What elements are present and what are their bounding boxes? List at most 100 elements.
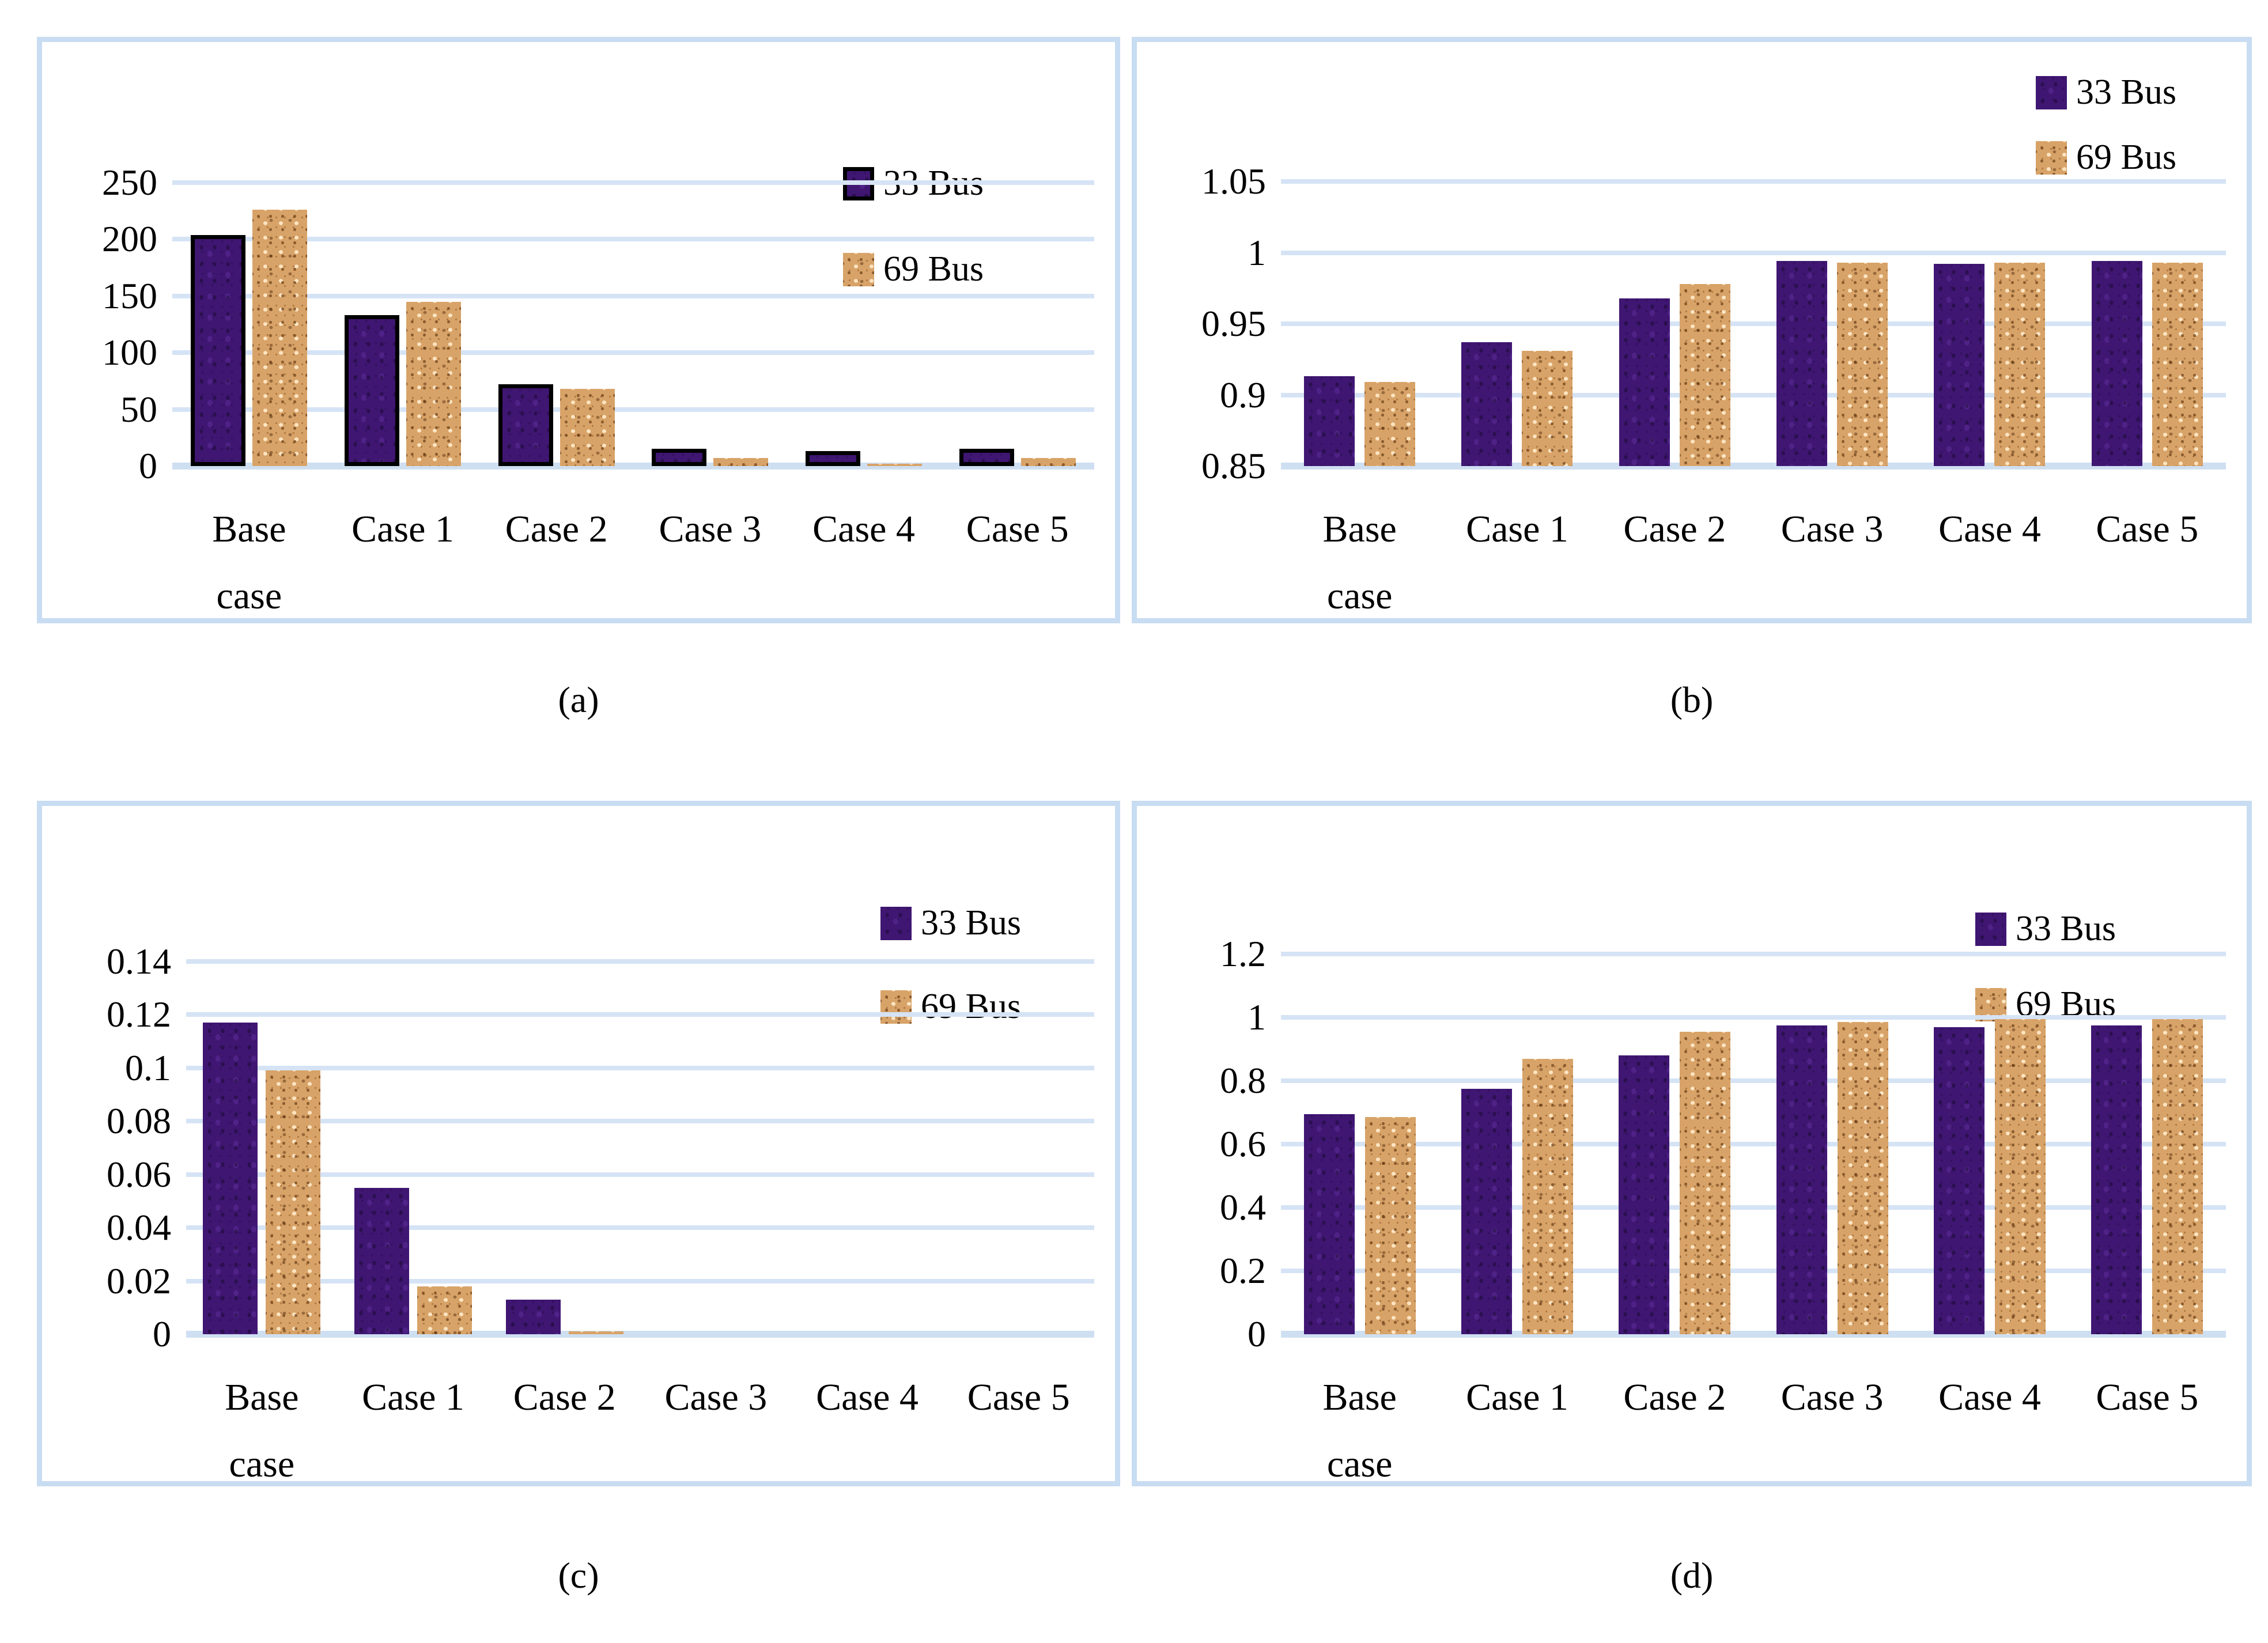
bar-33-bus-case-5 bbox=[2091, 1025, 2142, 1334]
bar-33-bus-case-4 bbox=[1934, 264, 1985, 466]
gridline bbox=[1281, 250, 2226, 255]
bar-69-bus-case-3 bbox=[713, 458, 769, 466]
bar-33-bus-case-3 bbox=[1776, 261, 1828, 466]
chart-c-legend: 33 Bus 69 Bus bbox=[880, 903, 1021, 1027]
legend-item-69-bus: 69 Bus bbox=[2036, 137, 2176, 178]
bar-33-bus-case-3 bbox=[1776, 1025, 1827, 1334]
y-tick-label: 0.04 bbox=[107, 1207, 171, 1248]
bar-group-case-4 bbox=[1911, 181, 2068, 466]
x-category-label: Case 2 bbox=[513, 1376, 616, 1418]
x-category-label: Case 2 bbox=[1623, 508, 1726, 550]
legend-swatch-69-bus bbox=[880, 990, 912, 1024]
gridline bbox=[172, 293, 1094, 298]
bar-69-bus-case-1 bbox=[417, 1286, 472, 1334]
x-category-label: Case 5 bbox=[967, 1376, 1070, 1418]
bar-33-bus-case-5 bbox=[959, 449, 1014, 466]
y-tick-label: 250 bbox=[102, 162, 157, 203]
legend-label-69-bus: 69 Bus bbox=[921, 987, 1021, 1026]
x-category-label: Case 5 bbox=[966, 508, 1069, 550]
caption-d: (d) bbox=[1670, 1555, 1714, 1596]
bar-group-case-3 bbox=[1753, 954, 1911, 1334]
legend-swatch-33-bus bbox=[2036, 75, 2067, 109]
bar-69-bus-case-5 bbox=[2152, 262, 2203, 466]
x-category-label: Case 1 bbox=[1466, 1376, 1568, 1418]
gridline bbox=[186, 1278, 1094, 1284]
legend-item-69-bus: 69 Bus bbox=[843, 249, 984, 290]
y-tick-label: 1.05 bbox=[1201, 161, 1266, 202]
bar-69-bus-case-5 bbox=[2152, 1019, 2203, 1334]
bar-69-bus-case-2 bbox=[568, 1331, 623, 1334]
y-tick-label: 0.6 bbox=[1220, 1123, 1266, 1164]
x-category-label: Case 4 bbox=[1938, 508, 2041, 550]
y-tick-label: 0.9 bbox=[1220, 374, 1266, 415]
bar-group-case-5 bbox=[2069, 954, 2226, 1334]
gridline bbox=[1281, 1331, 2226, 1338]
bar-33-bus-case-4 bbox=[805, 451, 860, 466]
y-tick-label: 0.06 bbox=[107, 1153, 171, 1195]
gridline bbox=[1281, 321, 2226, 326]
gridline bbox=[172, 180, 1094, 185]
chart-a-plot-area: 0 50 100 150 200 250 Base case Case 1 Case 2 Case… bbox=[102, 163, 1094, 617]
x-category-label: Case 5 bbox=[2096, 508, 2199, 550]
bar-33-bus-case-2 bbox=[498, 384, 553, 466]
gridline bbox=[186, 959, 1094, 964]
bar-group-case-2 bbox=[479, 183, 633, 466]
caption-b: (b) bbox=[1670, 679, 1714, 720]
y-tick-label: 1 bbox=[1248, 232, 1266, 273]
legend-swatch-69-bus bbox=[2036, 141, 2067, 175]
y-tick-label: 0.4 bbox=[1220, 1187, 1266, 1228]
bar-33-bus-case-5 bbox=[2091, 261, 2142, 466]
gridline bbox=[172, 407, 1094, 412]
bar-group-case-1 bbox=[1438, 181, 1596, 466]
bar-group-case-1 bbox=[326, 183, 480, 466]
x-category-label: Base case bbox=[212, 508, 286, 617]
legend-item-33-bus: 33 Bus bbox=[1975, 908, 2116, 949]
gridline bbox=[186, 1331, 1094, 1338]
bar-69-bus-case-1 bbox=[1522, 350, 1573, 466]
y-tick-label: 1 bbox=[1248, 997, 1266, 1038]
bar-group-case-5 bbox=[940, 183, 1094, 466]
chart-b-panel: 33 Bus 69 Bus 0.85 0.9 0.95 1 1.05 Base case C… bbox=[1132, 37, 2252, 623]
y-tick-label: 0 bbox=[1248, 1313, 1266, 1354]
bar-group-base-case bbox=[1281, 181, 1438, 466]
bar-69-bus-case-3 bbox=[1837, 262, 1888, 466]
chart-c-panel: 33 Bus 69 Bus 0 0.02 0.04 0.06 0.08 0.1 0.12 0.… bbox=[37, 801, 1120, 1486]
gridline bbox=[1281, 1015, 2226, 1020]
x-category-label: Case 4 bbox=[812, 508, 915, 550]
legend-swatch-69-bus bbox=[843, 252, 874, 286]
y-tick-label: 200 bbox=[102, 218, 157, 260]
bar-group-case-3 bbox=[1753, 181, 1911, 466]
legend-label-69-bus: 69 Bus bbox=[883, 249, 984, 289]
legend-label-33-bus: 33 Bus bbox=[921, 903, 1021, 942]
bar-69-bus-case-2 bbox=[560, 389, 615, 466]
bar-33-bus-case-1 bbox=[1461, 1088, 1512, 1334]
chart-a-panel: 33 Bus 69 Bus 0 50 100 150 200 250 Base case Ca… bbox=[37, 37, 1120, 623]
bar-group-base-case bbox=[186, 961, 338, 1334]
bar-group-base-case bbox=[1281, 954, 1438, 1334]
gridline bbox=[1281, 463, 2226, 470]
gridline bbox=[1281, 1269, 2226, 1274]
bar-group-base-case bbox=[172, 183, 326, 466]
bar-group-case-4 bbox=[787, 183, 941, 466]
x-category-label: Case 2 bbox=[505, 508, 608, 550]
gridline bbox=[186, 1225, 1094, 1231]
x-category-label: Base case bbox=[225, 1376, 299, 1485]
bar-69-bus-case-3 bbox=[1837, 1022, 1888, 1334]
bar-69-bus-case-4 bbox=[1994, 262, 2046, 466]
x-category-label: Case 4 bbox=[816, 1376, 918, 1418]
bar-33-bus-base-case bbox=[203, 1023, 258, 1334]
bar-group-case-3 bbox=[640, 961, 792, 1334]
x-category-label: Base case bbox=[1322, 1376, 1397, 1485]
y-tick-label: 150 bbox=[102, 275, 157, 316]
y-tick-label: 0.85 bbox=[1201, 445, 1266, 486]
gridline bbox=[1281, 179, 2226, 184]
y-tick-label: 0.12 bbox=[107, 994, 171, 1035]
gridline bbox=[172, 463, 1094, 470]
bar-33-bus-base-case bbox=[1304, 376, 1355, 466]
bar-69-bus-case-4 bbox=[1994, 1019, 2046, 1334]
bar-69-bus-case-2 bbox=[1679, 283, 1730, 466]
x-axis-labels: Base case Case 1 Case 2 Case 3 Case 4 Case 5 bbox=[186, 1364, 1094, 1497]
bar-69-bus-base-case bbox=[266, 1070, 321, 1334]
bar-group-case-5 bbox=[943, 961, 1094, 1334]
gridline bbox=[1281, 1205, 2226, 1210]
